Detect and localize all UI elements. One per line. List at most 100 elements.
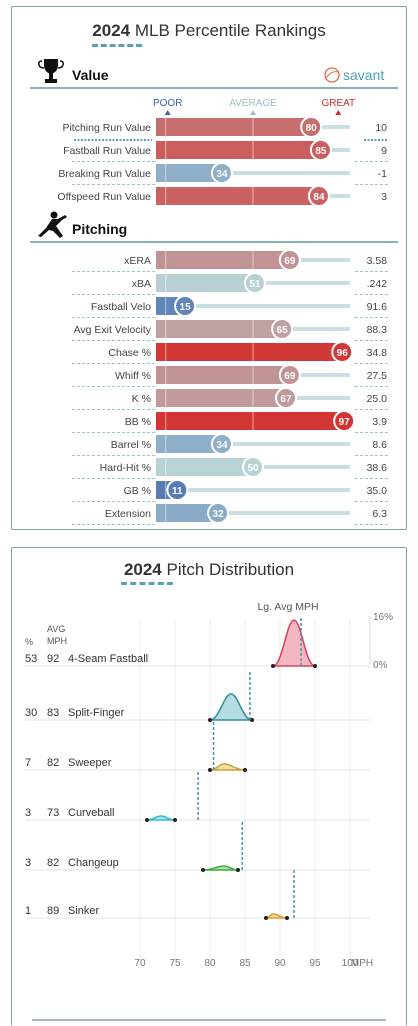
percentile-circle [243, 272, 266, 294]
metric-value: -1 [378, 168, 387, 180]
pitch-max-dot [236, 868, 240, 872]
percentile-number: 69 [284, 371, 296, 382]
percentile-number: 34 [216, 440, 228, 451]
percentile-row-chase: 96 Chase % 34.8 [72, 341, 390, 364]
metric-label: Extension [105, 508, 151, 520]
percentile-row-fastball-run-value: 85 Fastball Run Value 9 [63, 139, 390, 162]
pitch-avg-mph: 83 [47, 707, 59, 719]
percentile-bar [156, 187, 319, 205]
pitch-max-dot [173, 818, 177, 822]
pitch-avg-mph: 92 [47, 653, 59, 665]
x-tick-label: 95 [309, 958, 321, 969]
metric-value: 3.9 [372, 416, 387, 428]
col-header-mph: MPH [47, 636, 67, 646]
pitch-avg-mph: 89 [47, 905, 59, 917]
percentile-row-xba: 51 xBA .242 [72, 272, 390, 295]
metric-value: 34.8 [367, 347, 388, 359]
percentile-rankings-panel: 2024 MLB Percentile Rankings POOR AVERAGE… [11, 6, 407, 530]
percentile-row-bb: 97 BB % 3.9 [72, 410, 390, 433]
percentile-circle [309, 139, 332, 161]
percentile-row-gb: 11 GB % 35.0 [72, 479, 390, 502]
title-underline-2 [121, 582, 173, 585]
pitch-name: Changeup [68, 857, 119, 869]
metric-label: Offspeed Run Value [57, 191, 151, 203]
pitch-density-curve [202, 865, 239, 871]
section-title-value: Value [72, 67, 109, 83]
percentile-circle [210, 162, 233, 184]
percentile-bar [156, 366, 290, 384]
pitch-density-curve [272, 619, 316, 667]
distribution-title: 2024 Pitch Distribution [12, 560, 406, 580]
metric-value: 9 [381, 145, 387, 157]
pitch-density-curve [209, 763, 246, 771]
percentile-number: 69 [284, 256, 296, 267]
percentile-title: 2024 MLB Percentile Rankings [12, 21, 406, 41]
metric-label: Chase % [108, 347, 151, 359]
pitch-row-4-seam-fastball: 53 92 4-Seam Fastball [25, 618, 370, 668]
percentile-bar [156, 389, 286, 407]
legend-great-arrow [335, 110, 342, 115]
metric-value: 25.0 [367, 393, 388, 405]
legend-average-arrow [250, 110, 256, 115]
percentile-circle [333, 410, 356, 432]
pitch-min-dot [208, 768, 212, 772]
pitcher-head [50, 211, 58, 219]
percentile-title-year: 2024 [92, 21, 131, 40]
pitcher-icon [38, 211, 67, 238]
pitch-row-sweeper: 7 82 Sweeper [25, 722, 370, 772]
distribution-title-text: Pitch Distribution [166, 560, 295, 579]
pitch-avg-mph: 82 [47, 757, 59, 769]
percentile-track [156, 171, 350, 175]
percentile-row-breaking-run-value: 34 Breaking Run Value -1 [58, 162, 390, 185]
pitch-density-curve [209, 693, 253, 721]
percentile-bar [156, 251, 290, 269]
x-tick-label: 100 [342, 958, 359, 969]
pitch-min-dot [264, 916, 268, 920]
percentile-number: 11 [172, 486, 183, 497]
percentile-bar [156, 320, 283, 338]
metric-value: 91.6 [367, 301, 388, 313]
pitch-min-dot [208, 718, 212, 722]
savant-brand: savant [343, 67, 384, 83]
percentile-bar [156, 343, 343, 361]
percentile-number: 15 [180, 302, 192, 313]
x-tick-label: 70 [134, 958, 146, 969]
usage-top-label: 16% [373, 612, 393, 623]
x-tick-label: 75 [169, 958, 181, 969]
percentile-chart: POOR AVERAGE GREAT Value savant 80 Pitching Ru… [30, 59, 398, 525]
percentile-row-pitching-run-value: 80 Pitching Run Value 10 [62, 116, 387, 141]
percentile-circle [271, 318, 294, 340]
pitch-max-dot [250, 718, 254, 722]
pitch-usage: 53 [25, 653, 37, 665]
pitch-name: Split-Finger [68, 707, 125, 719]
percentile-circle [274, 387, 297, 409]
pitch-max-dot [243, 768, 247, 772]
percentile-circle [331, 341, 354, 363]
metric-value: 3.58 [367, 255, 388, 267]
pitch-avg-mph: 82 [47, 857, 59, 869]
legend-poor-arrow [164, 110, 171, 115]
percentile-title-text: MLB Percentile Rankings [134, 21, 326, 40]
pitch-max-dot [313, 664, 317, 668]
percentile-bar [156, 141, 321, 159]
section-title-pitching: Pitching [72, 221, 127, 237]
percentile-bar [156, 504, 219, 522]
percentile-row-hard-hit: 50 Hard-Hit % 38.6 [72, 456, 390, 479]
trophy-base [45, 79, 57, 83]
trophy-cup [44, 59, 58, 74]
pitch-avg-mph: 73 [47, 807, 59, 819]
pitch-name: 4-Seam Fastball [68, 653, 148, 665]
percentile-row-fastball-velo: 15 Fastball Velo 91.6 [72, 295, 390, 318]
pitch-max-dot [285, 916, 289, 920]
metric-value: 6.3 [372, 508, 387, 520]
metric-label: xERA [124, 255, 151, 267]
percentile-row-barrel: 34 Barrel % 8.6 [72, 433, 390, 456]
savant-logo-seam [325, 71, 339, 79]
percentile-bar [156, 458, 253, 476]
metric-label: Avg Exit Velocity [74, 324, 152, 336]
lg-avg-label: Lg. Avg MPH [257, 601, 318, 613]
metric-value: 8.6 [372, 439, 387, 451]
percentile-circle [174, 295, 197, 317]
metric-label: xBA [132, 278, 151, 290]
percentile-circle [300, 116, 323, 138]
